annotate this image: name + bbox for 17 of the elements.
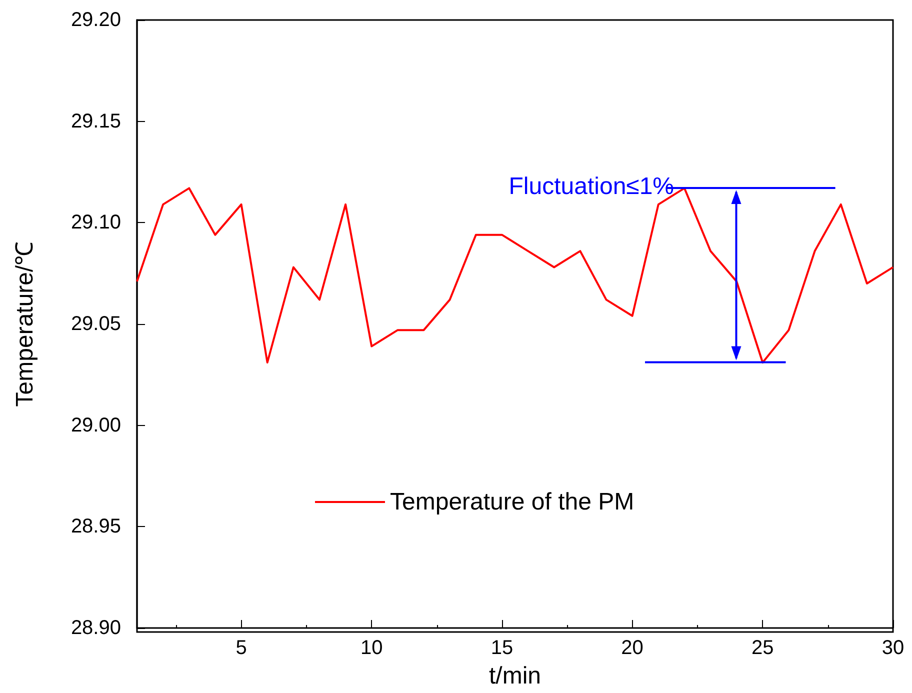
x-axis-title: t/min [488,662,542,690]
x-tick-label: 30 [882,637,904,659]
y-tick-label: 28.95 [70,516,121,538]
x-tick-label: 5 [236,637,247,659]
y-tick-label: 29.20 [70,9,121,31]
x-tick-label: 25 [752,637,774,659]
x-tick-label: 20 [621,637,644,659]
y-axis-title: Temperature/℃ [12,241,38,407]
y-tick-label: 29.15 [70,110,121,132]
y-tick-label: 28.90 [70,617,121,639]
y-tick-label: 29.00 [70,414,121,436]
x-tick-label: 10 [360,637,383,659]
legend-label: Temperature of the PM [390,488,634,516]
annotation: Fluctuation≤1% [508,172,674,202]
y-tick-label: 29.10 [70,212,121,234]
x-tick-label: 15 [490,637,514,659]
y-tick-label: 29.05 [70,313,121,335]
